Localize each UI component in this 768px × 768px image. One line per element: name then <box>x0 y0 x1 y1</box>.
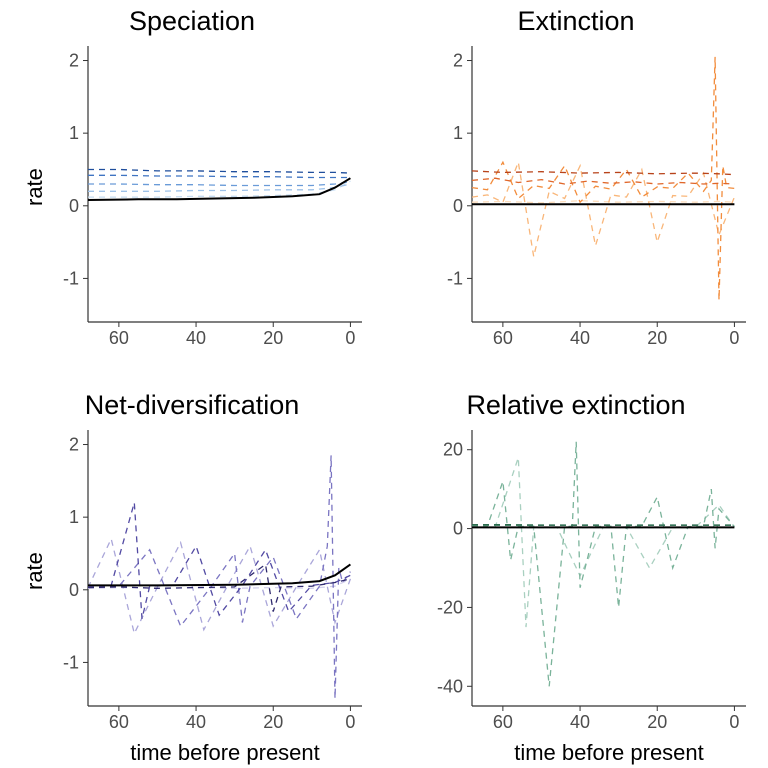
series-line <box>88 455 350 698</box>
svg-text:0: 0 <box>345 712 355 732</box>
panel-extinction: Extinction6040200-1012 <box>384 0 768 384</box>
svg-text:1: 1 <box>69 507 79 527</box>
series-line <box>472 171 734 175</box>
svg-text:-1: -1 <box>63 268 79 288</box>
svg-text:60: 60 <box>493 328 513 348</box>
svg-text:2: 2 <box>69 435 79 455</box>
svg-text:0: 0 <box>729 712 739 732</box>
plot-area: 60 40 20 0 -1 0 1 2 <box>0 384 384 768</box>
svg-text:20: 20 <box>443 440 463 460</box>
series-line <box>472 162 734 256</box>
svg-text:20: 20 <box>263 328 283 348</box>
series-line <box>472 201 734 203</box>
svg-text:40: 40 <box>570 712 590 732</box>
plot-area: 60 40 20 0 -40 -20 0 20 <box>384 384 768 768</box>
svg-text:0: 0 <box>69 196 79 216</box>
series-line <box>472 442 734 687</box>
panel-relative-extinction: Relative extinctiontime before present60… <box>384 384 768 768</box>
series-line <box>88 175 350 177</box>
chart-grid: Speciationrate6040200-1012 Extinction604… <box>0 0 768 768</box>
svg-text:40: 40 <box>570 328 590 348</box>
svg-text:0: 0 <box>69 580 79 600</box>
plot-area: 60 40 20 0 -1 0 1 2 <box>0 0 384 384</box>
svg-text:1: 1 <box>453 123 463 143</box>
svg-text:0: 0 <box>729 328 739 348</box>
svg-text:20: 20 <box>647 712 667 732</box>
svg-text:1: 1 <box>69 123 79 143</box>
series-line <box>88 579 350 588</box>
svg-text:-40: -40 <box>437 676 463 696</box>
series-line <box>472 458 734 627</box>
svg-text:0: 0 <box>345 328 355 348</box>
plot-area: 60 40 20 0 -1 0 1 2 <box>384 0 768 384</box>
svg-text:20: 20 <box>263 712 283 732</box>
svg-text:60: 60 <box>493 712 513 732</box>
svg-text:2: 2 <box>453 51 463 71</box>
svg-text:20: 20 <box>647 328 667 348</box>
series-line <box>88 170 350 174</box>
series-line <box>88 182 350 186</box>
svg-text:60: 60 <box>109 712 129 732</box>
svg-text:60: 60 <box>109 328 129 348</box>
svg-text:-20: -20 <box>437 597 463 617</box>
panel-net-diversification: Net-diversificationratetime before prese… <box>0 384 384 768</box>
svg-text:0: 0 <box>453 519 463 539</box>
svg-text:40: 40 <box>186 712 206 732</box>
reference-line <box>88 178 350 200</box>
svg-text:-1: -1 <box>447 268 463 288</box>
svg-text:-1: -1 <box>63 652 79 672</box>
svg-text:0: 0 <box>453 196 463 216</box>
svg-text:2: 2 <box>69 51 79 71</box>
svg-text:40: 40 <box>186 328 206 348</box>
panel-speciation: Speciationrate6040200-1012 <box>0 0 384 384</box>
